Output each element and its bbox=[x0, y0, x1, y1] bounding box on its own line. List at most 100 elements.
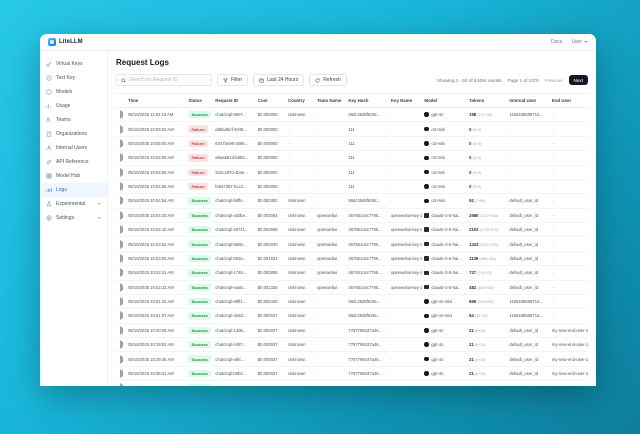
refresh-button[interactable]: Refresh bbox=[309, 74, 347, 86]
row-tokens: 64 (49+15) bbox=[467, 308, 508, 324]
expand-row-button[interactable] bbox=[116, 150, 127, 166]
row-request-id: d86ad5ef-4048... bbox=[213, 121, 256, 137]
column-header-team-name: Team Name bbox=[315, 94, 347, 108]
table-row[interactable]: 05/15/2025 10:53:05 AM Success chatcmpl-88… bbox=[116, 251, 588, 267]
row-key-hash: 7787798437a46... bbox=[346, 366, 389, 382]
row-time: 05/15/2025 10:52:41 AM bbox=[126, 265, 187, 281]
row-model-name: gpt-4o bbox=[431, 370, 444, 376]
previous-page-button[interactable]: Previous bbox=[544, 77, 563, 83]
user-menu[interactable]: User bbox=[571, 39, 588, 45]
status-badge-success: Success bbox=[188, 355, 211, 363]
brand-logo[interactable]: LiteLLM bbox=[48, 38, 83, 46]
sidebar-item-model-hub[interactable]: Model Hub bbox=[40, 169, 107, 183]
expand-row-button[interactable] bbox=[116, 351, 127, 367]
table-row[interactable]: 05/15/2025 11:02:18 AM Success chatcmpl-88… bbox=[116, 107, 588, 123]
column-header-internal-user: Internal User bbox=[507, 94, 550, 108]
sidebar-item-experimental[interactable]: Experimental bbox=[40, 197, 107, 211]
row-tokens-total: 482 bbox=[469, 284, 477, 290]
sidebar-item-internal-users[interactable]: Internal Users bbox=[40, 141, 107, 155]
date-range-button[interactable]: Last 24 Hours bbox=[253, 74, 305, 86]
row-tokens-total: 727 bbox=[469, 270, 477, 276]
table-row[interactable]: 05/15/2025 10:53:52 AM Success chatcmpl-58… bbox=[116, 236, 588, 252]
expand-row-button[interactable] bbox=[116, 236, 127, 252]
expand-row-button[interactable] bbox=[116, 208, 127, 224]
expand-row-button[interactable] bbox=[116, 265, 127, 281]
table-row[interactable]: 05/15/2025 10:38:41 AM Success chatcmpl-b8… bbox=[116, 366, 588, 382]
table-row[interactable]: 05/15/2025 10:54:59 AM Failure 334c187d-4b… bbox=[116, 165, 588, 180]
search-input[interactable] bbox=[129, 77, 207, 83]
sidebar-item-usage[interactable]: Usage bbox=[40, 99, 107, 113]
table-row[interactable]: 05/15/2025 10:55:02 AM Failure d86ad5ef-40… bbox=[116, 121, 588, 137]
sidebar-item-models[interactable]: Models bbox=[40, 85, 107, 99]
expand-row-button[interactable] bbox=[116, 294, 127, 310]
expand-row-button[interactable] bbox=[116, 179, 127, 195]
sidebar-item-label: Internal Users bbox=[56, 145, 88, 151]
filter-button[interactable]: Filter bbox=[217, 74, 249, 86]
table-row[interactable]: 05/15/2025 10:55:00 AM Failure 6347be96-35… bbox=[116, 136, 588, 152]
row-tokens-total: 0 bbox=[469, 184, 472, 190]
row-tokens-total: 0 bbox=[469, 126, 472, 132]
row-country: Unknown bbox=[285, 251, 316, 267]
expand-row-button[interactable] bbox=[116, 136, 127, 152]
row-tokens-breakdown: (0+0) bbox=[472, 170, 482, 175]
status-badge: Failure bbox=[186, 121, 214, 137]
row-request-id: chatcmpl-de8d... bbox=[213, 308, 256, 324]
row-model-name: claude-3-5-hai... bbox=[431, 270, 462, 276]
search-box[interactable] bbox=[116, 74, 212, 86]
table-row[interactable]: 05/15/2025 10:54:10 AM Success chatcmpl-45… bbox=[116, 222, 588, 238]
sidebar-item-teams[interactable]: Teams bbox=[40, 113, 107, 127]
expand-row-button[interactable] bbox=[116, 121, 127, 137]
table-row[interactable]: 05/15/2025 10:39:46 AM Success chatcmpl-a8… bbox=[116, 351, 588, 367]
logs-table-container[interactable]: Time Status Request ID Cost Country Team Name… bbox=[116, 93, 588, 386]
docs-link[interactable]: Docs bbox=[551, 39, 563, 45]
sidebar-item-test-key[interactable]: Test Key bbox=[40, 71, 107, 85]
table-row[interactable]: 05/15/2025 10:54:58 AM Failure feb87387-bc… bbox=[116, 179, 588, 195]
row-tokens: 0 (0+0) bbox=[467, 150, 508, 166]
expand-row-button[interactable] bbox=[116, 280, 127, 295]
expand-row-button[interactable] bbox=[116, 251, 127, 267]
expand-row-button[interactable] bbox=[116, 337, 127, 353]
grid-icon bbox=[46, 173, 52, 179]
table-row[interactable]: 05/15/2025 00:53:57 AMSuccesschatcmpl-75… bbox=[116, 380, 588, 386]
table-row[interactable]: 05/15/2025 10:54:20 AM Success chatcmpl-a0… bbox=[116, 208, 588, 224]
chevron-right-icon bbox=[120, 153, 123, 163]
flask-icon bbox=[46, 201, 52, 207]
table-row[interactable]: 05/15/2025 10:54:54 AM Success chatcmpl-b8… bbox=[116, 193, 588, 209]
expand-row-button[interactable] bbox=[116, 308, 127, 324]
sidebar-item-settings[interactable]: Settings bbox=[40, 211, 107, 225]
expand-row-button[interactable] bbox=[116, 323, 127, 339]
expand-row-button[interactable] bbox=[116, 366, 127, 382]
table-row[interactable]: 05/15/2025 10:54:59 AM Failure a9aa681d-b8… bbox=[116, 150, 588, 166]
table-row[interactable]: 05/15/2025 10:51:22 AM Success chatcmpl-88… bbox=[116, 294, 588, 310]
openai-logo-icon bbox=[424, 169, 429, 175]
expand-row-button[interactable] bbox=[116, 380, 127, 386]
chevron-down-icon bbox=[97, 217, 101, 219]
table-row[interactable]: 05/15/2025 10:40:08 AM Success chatcmpl-13… bbox=[116, 323, 588, 339]
row-key-name: openwebui-key-2 bbox=[388, 222, 423, 238]
expand-row-button[interactable] bbox=[116, 222, 127, 238]
row-time: 05/15/2025 10:55:00 AM bbox=[126, 136, 187, 152]
status-badge: Success bbox=[186, 366, 214, 382]
table-row[interactable]: 05/15/2025 10:39:53 AM Success chatcmpl-44… bbox=[116, 337, 588, 353]
search-icon bbox=[121, 77, 126, 83]
table-row[interactable]: 05/15/2025 10:52:33 AM Success chatcmpl-ea… bbox=[116, 280, 588, 295]
table-row[interactable]: 05/15/2025 10:52:41 AM Success chatcmpl-17… bbox=[116, 265, 588, 281]
row-model: o3-mini bbox=[422, 150, 468, 166]
expand-row-button[interactable] bbox=[116, 193, 127, 209]
row-request-id: chatcmpl-8807... bbox=[213, 107, 256, 123]
row-team-name: openwebui bbox=[315, 222, 347, 238]
table-header-row: Time Status Request ID Cost Country Team Name… bbox=[116, 94, 588, 108]
sidebar-item-api-reference[interactable]: API Reference bbox=[40, 155, 107, 169]
sidebar-item-organizations[interactable]: Organizations bbox=[40, 127, 107, 141]
row-end-user: my-new-end-user-1 bbox=[549, 351, 588, 367]
chevron-down-icon bbox=[97, 203, 101, 205]
next-page-button[interactable]: Next bbox=[568, 75, 588, 85]
expand-row-button[interactable] bbox=[116, 107, 127, 123]
sidebar-item-virtual-keys[interactable]: Virtual Keys bbox=[40, 57, 107, 71]
table-row[interactable]: 05/15/2025 10:51:07 AM Success chatcmpl-de… bbox=[116, 308, 588, 324]
sidebar-item-logs[interactable]: Logs bbox=[40, 183, 107, 197]
row-internal-user: - bbox=[507, 165, 550, 180]
row-tokens: 727 (704+23) bbox=[467, 265, 508, 281]
row-team-name: - bbox=[315, 323, 347, 339]
expand-row-button[interactable] bbox=[116, 165, 127, 180]
